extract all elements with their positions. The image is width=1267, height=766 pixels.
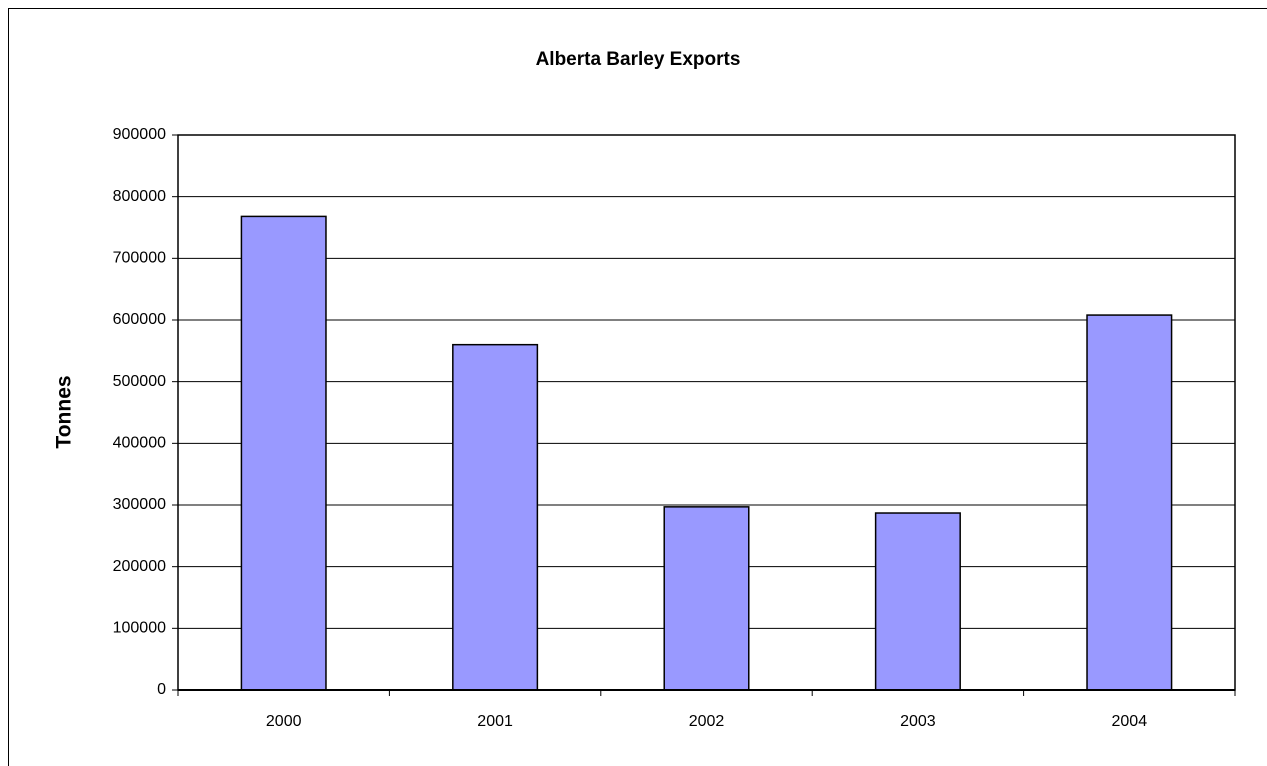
x-tick-label: 2004 bbox=[1112, 713, 1148, 730]
bar bbox=[663, 506, 750, 691]
y-tick-label: 200000 bbox=[113, 558, 166, 575]
y-axis-label: Tonnes bbox=[53, 375, 76, 448]
y-tick-label: 300000 bbox=[113, 496, 166, 513]
bar bbox=[1086, 314, 1173, 691]
chart-title: Alberta Barley Exports bbox=[536, 49, 741, 70]
y-tick-label: 0 bbox=[157, 681, 166, 698]
y-tick-label: 600000 bbox=[113, 311, 166, 328]
x-tick-label: 2001 bbox=[477, 713, 513, 730]
y-tick-label: 100000 bbox=[113, 620, 166, 637]
x-tick-label: 2000 bbox=[266, 713, 302, 730]
x-tick-label: 2002 bbox=[689, 713, 725, 730]
x-tick-label: 2003 bbox=[900, 713, 936, 730]
bar bbox=[874, 512, 961, 691]
bar bbox=[452, 343, 539, 691]
y-tick-label: 500000 bbox=[113, 373, 166, 390]
y-tick-label: 800000 bbox=[113, 188, 166, 205]
y-tick-label: 400000 bbox=[113, 435, 166, 452]
bar bbox=[240, 215, 327, 691]
y-tick-label: 900000 bbox=[113, 126, 166, 143]
y-tick-label: 700000 bbox=[113, 250, 166, 267]
